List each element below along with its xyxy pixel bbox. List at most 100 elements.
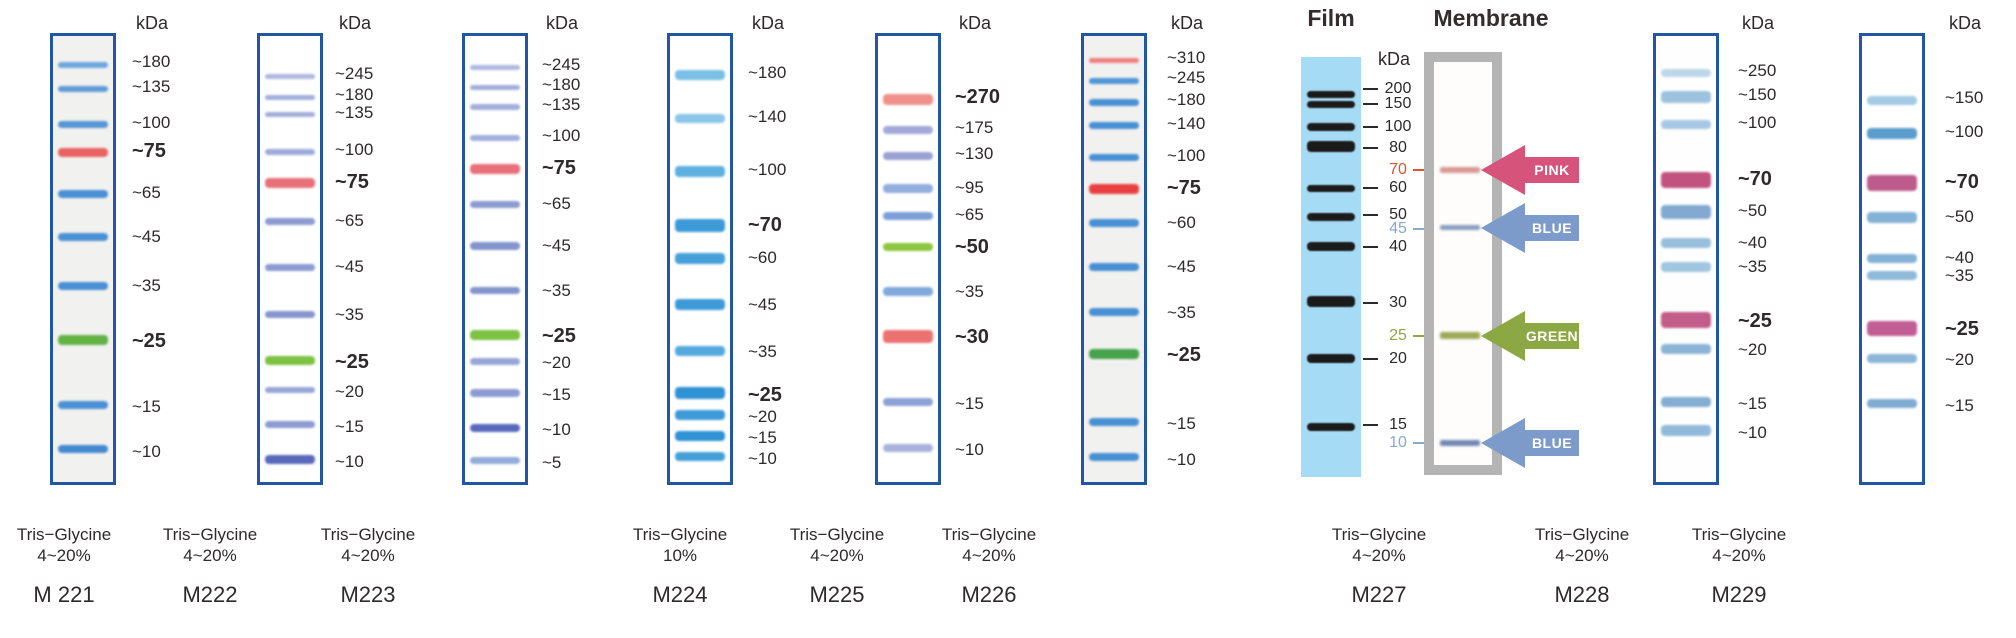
film-scale-label: 40 <box>1389 238 1407 255</box>
kda-unit-label: kDa <box>339 13 372 33</box>
film-scale-label: 80 <box>1389 139 1407 156</box>
lane-gel-type: Tris−Glycine 4~20% <box>894 524 1084 566</box>
band-label: ~15 <box>1167 414 1196 433</box>
transfer-tick <box>1413 442 1424 444</box>
protein-band <box>1866 96 1918 105</box>
protein-band <box>1088 453 1140 461</box>
protein-band <box>1088 99 1140 106</box>
protein-band <box>469 389 521 397</box>
band-label: ~70 <box>1738 168 1772 190</box>
band-label: ~245 <box>1167 68 1206 87</box>
protein-band <box>57 233 109 241</box>
band-label: ~35 <box>1738 257 1767 276</box>
band-label: ~25 <box>748 384 782 406</box>
kda-unit-label: kDa <box>752 13 785 33</box>
protein-band <box>1866 128 1918 139</box>
protein-band <box>469 330 521 340</box>
gel-chemistry-label: Tris−Glycine <box>1331 525 1427 544</box>
band-label: ~35 <box>542 281 571 300</box>
band-label: ~15 <box>542 385 571 404</box>
protein-band <box>469 104 521 110</box>
lane-gel-type: Tris−Glycine 4~20% <box>0 524 159 566</box>
film-band <box>1307 354 1355 363</box>
band-label: ~245 <box>542 55 581 74</box>
band-label: ~70 <box>748 214 782 236</box>
kda-unit-label: kDa <box>959 13 992 33</box>
film-scale-label: 45 <box>1389 220 1407 237</box>
band-label: ~40 <box>1738 233 1767 252</box>
membrane-band <box>1440 332 1480 339</box>
protein-band <box>1088 122 1140 129</box>
protein-band <box>1088 154 1140 161</box>
band-label: ~45 <box>1167 257 1196 276</box>
protein-band <box>57 282 109 290</box>
band-label: ~150 <box>1945 88 1984 107</box>
membrane-band <box>1440 167 1480 173</box>
protein-band <box>1660 397 1712 407</box>
film-panel <box>1301 57 1361 477</box>
film-band <box>1307 296 1355 307</box>
protein-band <box>57 335 109 345</box>
band-label: ~65 <box>335 211 364 230</box>
band-label: ~70 <box>1945 171 1979 193</box>
protein-band <box>882 152 934 160</box>
protein-band <box>1660 172 1712 188</box>
scale-tick <box>1363 187 1378 189</box>
band-label: ~45 <box>132 227 161 246</box>
transfer-tick <box>1413 335 1424 337</box>
protein-band <box>1088 219 1140 227</box>
callout-arrow-head-icon <box>1481 311 1525 361</box>
protein-band <box>264 112 316 117</box>
film-scale-label: 10 <box>1389 434 1407 451</box>
band-label: ~15 <box>1738 394 1767 413</box>
protein-band <box>1660 425 1712 436</box>
band-label: ~35 <box>335 305 364 324</box>
protein-band <box>57 62 109 68</box>
band-label: ~60 <box>1167 213 1196 232</box>
kda-unit-label: kDa <box>1742 13 1775 33</box>
band-label: ~100 <box>748 160 787 179</box>
protein-band <box>674 166 726 177</box>
band-label: ~100 <box>542 126 581 145</box>
protein-band <box>674 70 726 80</box>
band-label: ~35 <box>748 342 777 361</box>
band-label: ~45 <box>542 236 571 255</box>
band-label: ~100 <box>1738 113 1777 132</box>
protein-band <box>1866 254 1918 263</box>
band-label: ~45 <box>335 257 364 276</box>
film-scale-label: 70 <box>1389 161 1407 178</box>
protein-band <box>57 401 109 409</box>
film-band <box>1307 101 1355 108</box>
protein-band <box>1866 399 1918 408</box>
callout-arrow-label: PINK <box>1525 157 1579 183</box>
callout-arrow-label: BLUE <box>1525 215 1579 241</box>
band-label: ~15 <box>748 428 777 447</box>
band-label: ~10 <box>132 442 161 461</box>
protein-band <box>264 218 316 225</box>
protein-band <box>1660 91 1712 103</box>
band-label: ~20 <box>1945 350 1974 369</box>
protein-band <box>882 330 934 343</box>
band-label: ~50 <box>955 236 989 258</box>
protein-band <box>1088 58 1140 63</box>
protein-band <box>264 311 316 318</box>
lane-gel-type: Tris−Glycine 4~20% <box>1487 524 1677 566</box>
film-title: Film <box>1307 5 1355 31</box>
band-label: ~135 <box>132 77 171 96</box>
band-label: ~20 <box>1738 340 1767 359</box>
band-label: ~35 <box>955 282 984 301</box>
protein-band <box>264 149 316 155</box>
scale-tick <box>1363 88 1378 90</box>
protein-band <box>469 457 521 464</box>
protein-band <box>1660 120 1712 129</box>
membrane-frame <box>1424 52 1502 475</box>
film-band <box>1307 423 1355 431</box>
protein-band <box>1088 184 1140 194</box>
gel-lane-box <box>875 33 941 485</box>
band-label: ~65 <box>132 183 161 202</box>
lane-model-name: M224 <box>652 582 708 607</box>
band-label: ~60 <box>748 248 777 267</box>
protein-band <box>469 201 521 208</box>
protein-band <box>264 387 316 393</box>
